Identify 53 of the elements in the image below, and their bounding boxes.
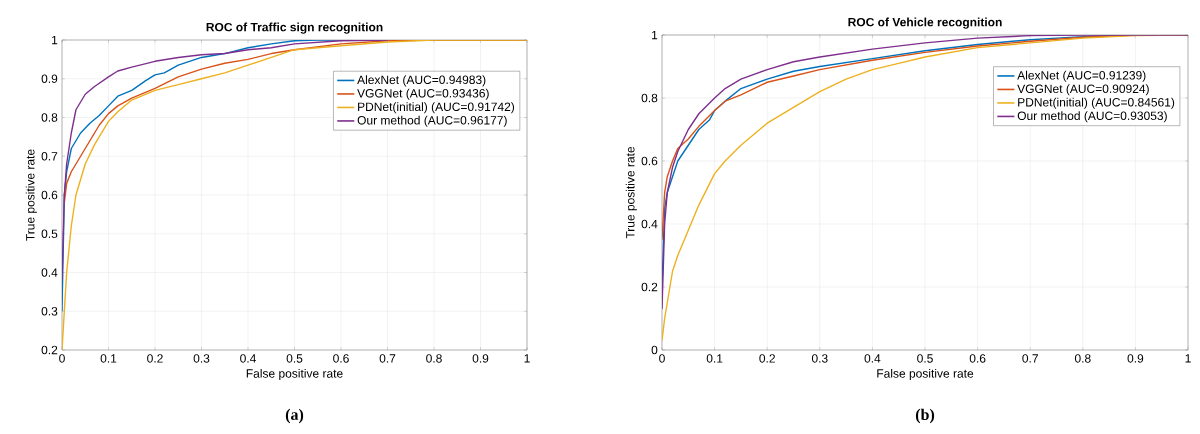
x-tick-label: 0.8 — [426, 354, 442, 363]
x-tick-label: 0.5 — [917, 354, 933, 363]
y-tick-label: 0.2 — [41, 345, 58, 355]
legend-label: Our method (AUC=0.96177) — [357, 115, 507, 127]
x-tick-label: 0.1 — [706, 354, 723, 363]
x-tick-label: 0.1 — [100, 354, 117, 363]
y-tick-label: 0.5 — [41, 229, 58, 238]
y-axis-title: True positive rate — [625, 146, 637, 239]
x-tick-label: 0.3 — [811, 354, 828, 363]
chart-title: ROC of Traffic sign recognition — [206, 22, 383, 34]
x-tick-label: 0.5 — [286, 354, 303, 363]
x-tick-label: 0.7 — [379, 354, 396, 363]
x-tick-label: 0 — [59, 354, 65, 363]
x-tick-label: 0.2 — [147, 354, 163, 363]
legend-label: VGGNet (AUC=0.90924) — [1017, 84, 1149, 96]
legend-label: AlexNet (AUC=0.94983) — [357, 75, 486, 87]
x-axis-title: False positive rate — [877, 368, 974, 381]
x-tick-label: 0 — [659, 354, 665, 363]
x-axis-title: False positive rate — [246, 368, 343, 381]
y-tick-label: 0.7 — [41, 152, 58, 161]
y-axis-title: True positive rate — [25, 149, 37, 241]
x-tick-label: 0.9 — [472, 354, 489, 363]
y-tick-label: 0.8 — [641, 93, 658, 103]
legend-label: PDNet(initial) (AUC=0.91742) — [358, 102, 515, 114]
y-tick-label: 0.9 — [41, 74, 58, 83]
y-tick-label: 0.4 — [641, 219, 658, 229]
legend-label: AlexNet (AUC=0.91239) — [1017, 70, 1146, 82]
x-tick-label: 0.8 — [1074, 354, 1091, 363]
text: (a) — [285, 408, 304, 424]
y-tick-label: 1 — [52, 35, 58, 45]
x-tick-label: 0.2 — [759, 354, 775, 363]
x-tick-label: 0.6 — [333, 354, 349, 363]
chart-title: ROC of Vehicle recognition — [848, 17, 1002, 29]
y-tick-label: 0 — [651, 345, 658, 355]
x-tick-label: 0.4 — [240, 354, 256, 363]
x-tick-label: 0.9 — [1127, 354, 1144, 363]
y-tick-label: 0.4 — [41, 268, 58, 277]
y-tick-label: 0.3 — [41, 307, 58, 316]
x-tick-label: 0.4 — [864, 354, 881, 363]
y-tick-label: 1 — [652, 30, 658, 40]
legend-label: Our method (AUC=0.93053) — [1017, 111, 1167, 123]
x-tick-label: 1 — [524, 354, 530, 363]
y-tick-label: 0.2 — [641, 282, 658, 292]
x-tick-label: 0.6 — [969, 354, 986, 363]
x-tick-label: 1 — [1185, 354, 1191, 363]
y-tick-label: 0.8 — [41, 113, 58, 122]
x-tick-label: 0.3 — [193, 354, 210, 363]
x-tick-label: 0.7 — [1022, 354, 1038, 363]
y-tick-label: 0.6 — [641, 156, 658, 166]
legend-label: VGGNet (AUC=0.93436) — [357, 88, 489, 100]
legend-label: PDNet(initial) (AUC=0.84561) — [1018, 97, 1175, 109]
y-tick-label: 0.6 — [41, 190, 58, 200]
text: (b) — [915, 408, 935, 424]
